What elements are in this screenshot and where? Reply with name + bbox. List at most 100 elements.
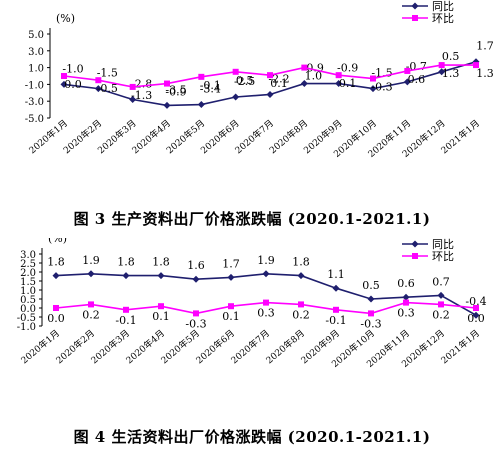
data-point-square bbox=[301, 64, 308, 71]
data-point-diamond bbox=[367, 295, 375, 303]
data-point-square bbox=[403, 299, 409, 306]
data-label: -0.1 bbox=[115, 314, 136, 327]
y-tick-label: 0.5 bbox=[20, 295, 36, 306]
data-label: 0.3 bbox=[397, 307, 415, 320]
legend-marker bbox=[411, 2, 419, 10]
data-point-diamond bbox=[192, 275, 200, 283]
data-label: -1.0 bbox=[62, 62, 83, 75]
data-label: 1.7 bbox=[476, 40, 494, 53]
data-point-square bbox=[438, 301, 444, 308]
data-point-square bbox=[164, 80, 170, 87]
data-point-square bbox=[473, 305, 479, 311]
data-point-square bbox=[370, 75, 376, 82]
data-label: 0.1 bbox=[270, 77, 288, 90]
data-label: 0.7 bbox=[432, 275, 450, 288]
data-point-diamond bbox=[122, 272, 130, 280]
data-label: 0.1 bbox=[152, 310, 170, 323]
legend-label: 环比 bbox=[432, 250, 454, 263]
data-point-diamond bbox=[437, 291, 445, 299]
x-tick-label: 2021年1月 bbox=[438, 117, 481, 156]
data-label: -2.5 bbox=[234, 75, 255, 88]
data-label: 0.3 bbox=[257, 307, 275, 320]
data-point-diamond bbox=[262, 270, 270, 278]
data-label: 0.2 bbox=[292, 308, 310, 321]
y-tick-label: -0.5 bbox=[17, 313, 36, 324]
data-point-square bbox=[473, 62, 479, 69]
data-point-square bbox=[404, 67, 411, 74]
data-point-diamond bbox=[60, 80, 68, 88]
legend-label: 同比 bbox=[432, 0, 454, 13]
data-label: 0.1 bbox=[222, 310, 240, 323]
data-point-diamond bbox=[129, 96, 137, 104]
data-point-square bbox=[232, 68, 239, 75]
x-tick-label: 2021年1月 bbox=[438, 327, 481, 366]
data-label: 1.1 bbox=[327, 268, 345, 281]
legend-marker bbox=[412, 253, 418, 259]
data-label: 1.8 bbox=[47, 256, 65, 269]
y-tick-label: 0.0 bbox=[20, 304, 36, 315]
data-label: -2.2 bbox=[268, 72, 289, 85]
data-point-square bbox=[158, 303, 164, 310]
data-point-diamond bbox=[52, 272, 60, 280]
y-tick-label: 1.0 bbox=[20, 286, 36, 297]
data-point-square bbox=[198, 73, 205, 80]
data-point-diamond bbox=[472, 311, 480, 319]
data-label: -3.4 bbox=[200, 83, 221, 96]
data-label: -0.9 bbox=[165, 86, 186, 99]
data-point-diamond bbox=[232, 93, 240, 101]
chart-ppi-production: (%)5.03.01.0-1.0-3.0-5.02020年1月2020年2月20… bbox=[25, 0, 494, 160]
data-point-square bbox=[267, 72, 273, 79]
data-point-square bbox=[88, 301, 94, 308]
data-label: -1.5 bbox=[371, 67, 392, 80]
y-tick-label: 3.0 bbox=[20, 250, 36, 261]
data-point-square bbox=[368, 310, 374, 317]
data-label: 1.7 bbox=[222, 257, 240, 270]
data-point-square bbox=[298, 301, 304, 308]
data-label: -0.9 bbox=[337, 62, 358, 75]
data-point-diamond bbox=[87, 270, 95, 278]
y-tick-label: 1.0 bbox=[28, 64, 44, 75]
data-point-diamond bbox=[197, 101, 205, 109]
data-label: 1.8 bbox=[117, 256, 135, 269]
data-point-diamond bbox=[94, 85, 102, 93]
data-label: 1.6 bbox=[187, 259, 205, 272]
data-point-diamond bbox=[300, 80, 308, 88]
data-point-diamond bbox=[163, 101, 171, 109]
y-tick-label: 1.5 bbox=[20, 277, 36, 288]
data-point-diamond bbox=[403, 78, 411, 86]
data-label: 0.1 bbox=[339, 77, 357, 90]
data-point-square bbox=[228, 303, 234, 310]
data-label: 1.3 bbox=[476, 67, 494, 80]
legend-marker bbox=[412, 15, 418, 21]
chart-caption-production: 图 3 生产资料出厂价格涨跌幅 (2020.1-2021.1) bbox=[73, 210, 431, 228]
data-point-square bbox=[95, 77, 102, 84]
data-point-diamond bbox=[157, 272, 165, 280]
data-label: 0.0 bbox=[47, 312, 65, 325]
data-label: 1.8 bbox=[152, 256, 170, 269]
y-tick-label: 2.5 bbox=[20, 259, 36, 270]
data-label: 1.0 bbox=[305, 70, 323, 83]
data-label: -0.1 bbox=[200, 79, 221, 92]
y-tick-label: 5.0 bbox=[28, 30, 44, 41]
data-point-diamond bbox=[335, 80, 343, 88]
data-point-diamond bbox=[438, 68, 446, 76]
data-label: 0.5 bbox=[236, 74, 254, 87]
data-point-square bbox=[61, 73, 67, 79]
data-label: 0.6 bbox=[408, 73, 426, 86]
data-point-diamond bbox=[369, 85, 377, 93]
y-tick-label: -3.0 bbox=[25, 97, 44, 108]
data-point-square bbox=[333, 306, 339, 313]
y-tick-label: 2.0 bbox=[20, 268, 36, 279]
y-tick-label: -5.0 bbox=[25, 114, 44, 125]
y-axis-unit: (%) bbox=[48, 238, 67, 245]
data-point-square bbox=[193, 310, 199, 317]
data-point-diamond bbox=[402, 293, 410, 301]
y-tick-label: -1.0 bbox=[25, 80, 44, 91]
data-point-square bbox=[335, 72, 342, 79]
data-point-square bbox=[123, 306, 129, 313]
data-point-diamond bbox=[297, 272, 305, 280]
data-point-square bbox=[53, 305, 59, 311]
data-label: 1.9 bbox=[82, 254, 100, 267]
data-label: 1.9 bbox=[257, 254, 275, 267]
chart-caption-living: 图 4 生活资料出厂价格涨跌幅 (2020.1-2021.1) bbox=[73, 428, 431, 446]
